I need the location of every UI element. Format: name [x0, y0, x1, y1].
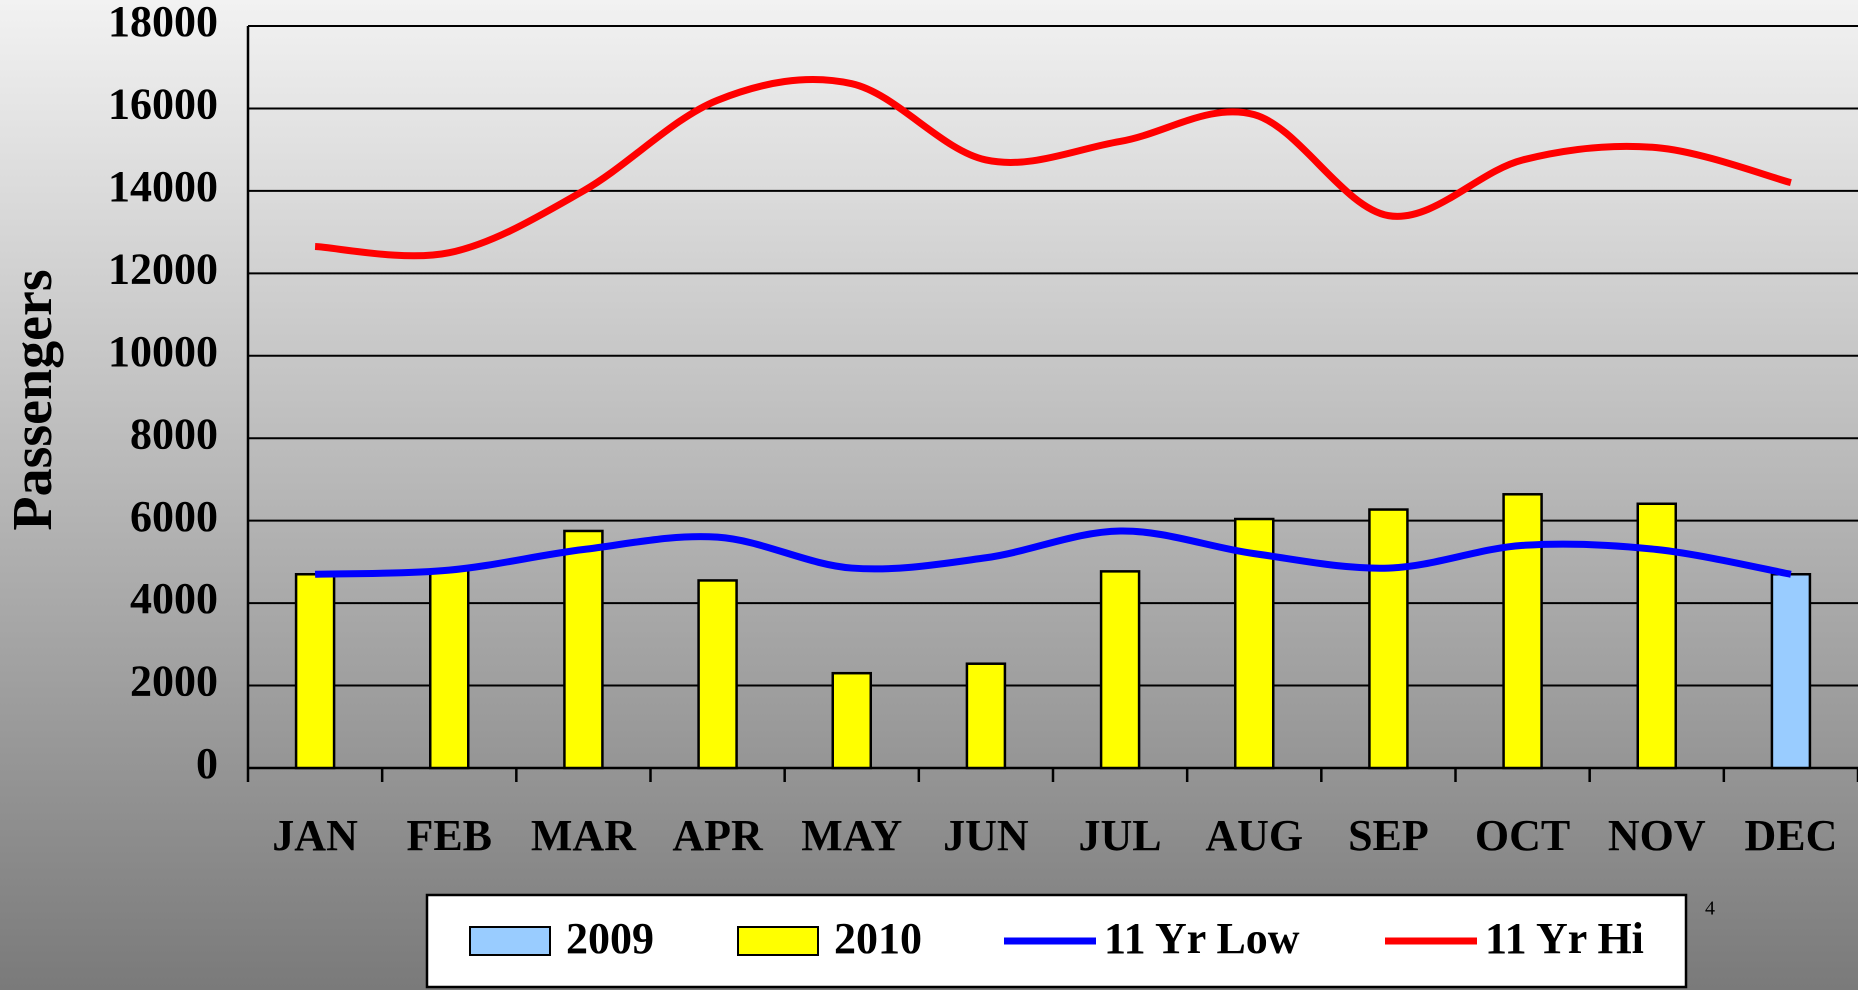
bar — [294, 573, 336, 770]
legend-label: 11 Yr Low — [1104, 914, 1300, 963]
x-tick-label: MAY — [801, 811, 902, 860]
bar — [1502, 493, 1543, 770]
x-tick-label: SEP — [1348, 811, 1429, 860]
bar — [1368, 508, 1409, 770]
bar — [1234, 517, 1275, 770]
legend-swatch — [737, 926, 819, 956]
bar — [1636, 502, 1677, 770]
bar — [563, 529, 604, 770]
bar — [429, 568, 470, 770]
y-tick-label: 16000 — [108, 80, 218, 129]
x-tick-label: NOV — [1608, 811, 1706, 860]
x-tick-label: JUN — [943, 811, 1029, 860]
y-tick-label: 8000 — [130, 409, 218, 458]
legend-label: 2010 — [834, 914, 922, 963]
x-tick-label: AUG — [1205, 811, 1303, 860]
legend-label: 2009 — [566, 914, 654, 963]
x-tick-label: OCT — [1475, 811, 1570, 860]
bar — [831, 671, 872, 770]
bar — [965, 662, 1007, 770]
y-tick-label: 12000 — [108, 244, 218, 293]
legend-label: 11 Yr Hi — [1485, 914, 1644, 963]
y-axis-label: Passengers — [2, 269, 64, 530]
y-tick-label: 10000 — [108, 327, 218, 376]
x-tick-label: FEB — [406, 811, 492, 860]
y-tick-label: 2000 — [130, 657, 218, 706]
x-tick-label: JAN — [272, 811, 358, 860]
legend-swatch — [469, 926, 551, 956]
line — [314, 527, 1792, 578]
page-number: 4 — [1705, 898, 1715, 920]
x-tick-label: JUL — [1079, 811, 1162, 860]
bar — [1099, 570, 1141, 770]
y-tick-label: 4000 — [130, 574, 218, 623]
x-tick-label: MAR — [531, 811, 637, 860]
y-tick-label: 18000 — [108, 0, 218, 46]
y-tick-label: 14000 — [108, 162, 218, 211]
y-tick-label: 0 — [196, 739, 218, 788]
x-tick-label: APR — [672, 811, 764, 860]
x-tick-label: DEC — [1744, 811, 1837, 860]
bar — [1770, 573, 1812, 770]
y-tick-label: 6000 — [130, 492, 218, 541]
line — [314, 76, 1792, 260]
bar — [697, 579, 738, 770]
